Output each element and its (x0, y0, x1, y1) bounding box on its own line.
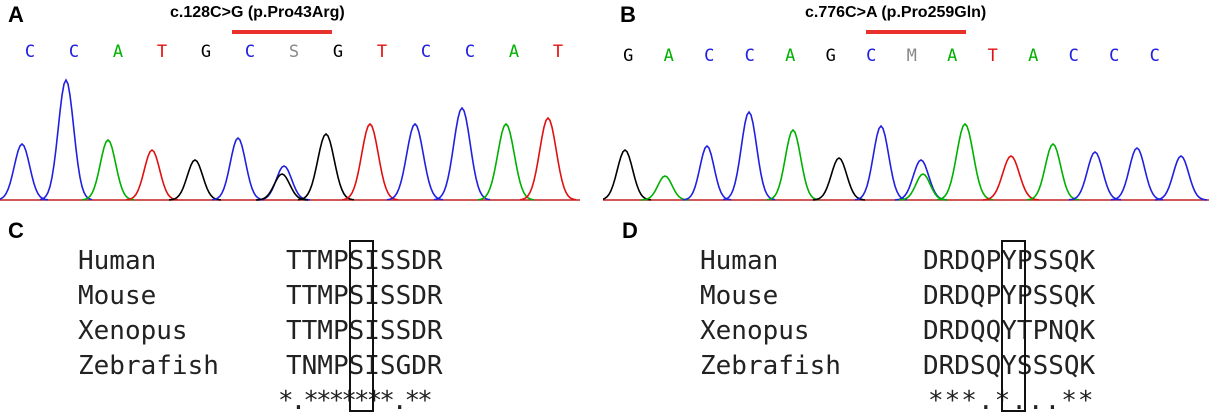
species-label: Human (78, 246, 157, 276)
sequence-row: TNMPSISGDR (286, 351, 443, 381)
trace-peak (0, 142, 49, 201)
base-call: T (987, 46, 998, 66)
species-label: Xenopus (78, 316, 188, 346)
base-call: C (704, 46, 715, 66)
sequence-row: DRDQPYPSSQK (923, 281, 1096, 311)
panel-b-chromatogram (603, 110, 1209, 201)
panel-b-mutation-marker (866, 30, 966, 34)
base-call: A (112, 42, 124, 62)
base-call: G (200, 42, 212, 62)
base-call: A (663, 46, 674, 66)
trace-peak (1026, 142, 1080, 201)
panel-a-mutation-marker (232, 30, 332, 34)
trace-peak (168, 159, 222, 201)
trace-peak (39, 78, 93, 201)
trace-peak (519, 116, 577, 201)
base-call: C (1109, 46, 1120, 66)
panel-b-label: B (620, 2, 636, 27)
base-call: T (376, 42, 388, 62)
panel-a-chromatogram (0, 78, 580, 201)
trace-peak (854, 124, 908, 201)
sequence-row: TTMPSISSDR (286, 281, 443, 311)
trace-peak (211, 136, 265, 201)
sequence-row: TTMPSISSDR (286, 246, 443, 276)
species-label: Human (700, 246, 779, 276)
species-label: Zebrafish (700, 351, 841, 381)
sequence-row: DRDQQYTPNQK (923, 316, 1096, 346)
trace-peak (433, 106, 491, 201)
base-call: T (552, 42, 564, 62)
panel-c-alignment: Human Mouse Xenopus Zebrafish TTMPSISSDR… (0, 0, 600, 419)
trace-peak (386, 122, 444, 201)
trace-peak (640, 175, 690, 201)
panel-a-mutation-title: c.128C>G (p.Pro43Arg) (170, 4, 345, 21)
trace-peak (297, 132, 355, 201)
species-label: Xenopus (700, 316, 810, 346)
panel-b-mutation-title: c.776C>A (p.Pro259Gln) (805, 4, 987, 21)
base-call: T (156, 42, 168, 62)
panel-d-label: D (622, 218, 638, 243)
base-call: C (744, 46, 755, 66)
base-call: C (1068, 46, 1079, 66)
base-call: C (24, 42, 36, 62)
base-call: C (244, 42, 256, 62)
trace-peak (125, 148, 179, 201)
base-call: G (825, 46, 836, 66)
trace-peak (477, 122, 535, 201)
trace-peak (1154, 155, 1208, 201)
trace-peak (255, 173, 309, 201)
trace-peak (341, 122, 399, 201)
sequence-row: DRDSQYSSSQK (923, 351, 1096, 381)
base-call: M (906, 46, 917, 66)
species-label: Mouse (700, 281, 779, 311)
trace-peak (936, 122, 994, 201)
base-call: G (332, 42, 344, 62)
trace-peak (812, 157, 866, 201)
base-call: A (508, 42, 520, 62)
base-call: A (785, 46, 796, 66)
panel-c-highlight-box (349, 240, 374, 412)
species-label: Zebrafish (78, 351, 219, 381)
base-call: A (947, 46, 958, 66)
trace-peak (898, 173, 948, 201)
sequence-row: DRDQPYPSSQK (923, 246, 1096, 276)
base-call: G (623, 46, 634, 66)
base-call: A (1028, 46, 1039, 66)
base-call: C (464, 42, 476, 62)
trace-peak (722, 110, 776, 201)
base-call: S (288, 42, 300, 62)
trace-peak (603, 148, 652, 201)
panel-a-label: A (8, 2, 24, 27)
trace-peak (1068, 150, 1122, 201)
base-call: C (866, 46, 877, 66)
panel-c-label: C (8, 218, 24, 243)
panel-d-highlight-box (1001, 240, 1026, 412)
trace-peak (766, 128, 820, 201)
species-label: Mouse (78, 281, 157, 311)
trace-peak (81, 138, 135, 201)
sequence-row: TTMPSISSDR (286, 316, 443, 346)
base-call: C (420, 42, 432, 62)
trace-peak (1110, 146, 1164, 201)
trace-peak (682, 144, 732, 201)
trace-peak (982, 155, 1040, 201)
base-call: C (68, 42, 80, 62)
base-call: C (1149, 46, 1160, 66)
